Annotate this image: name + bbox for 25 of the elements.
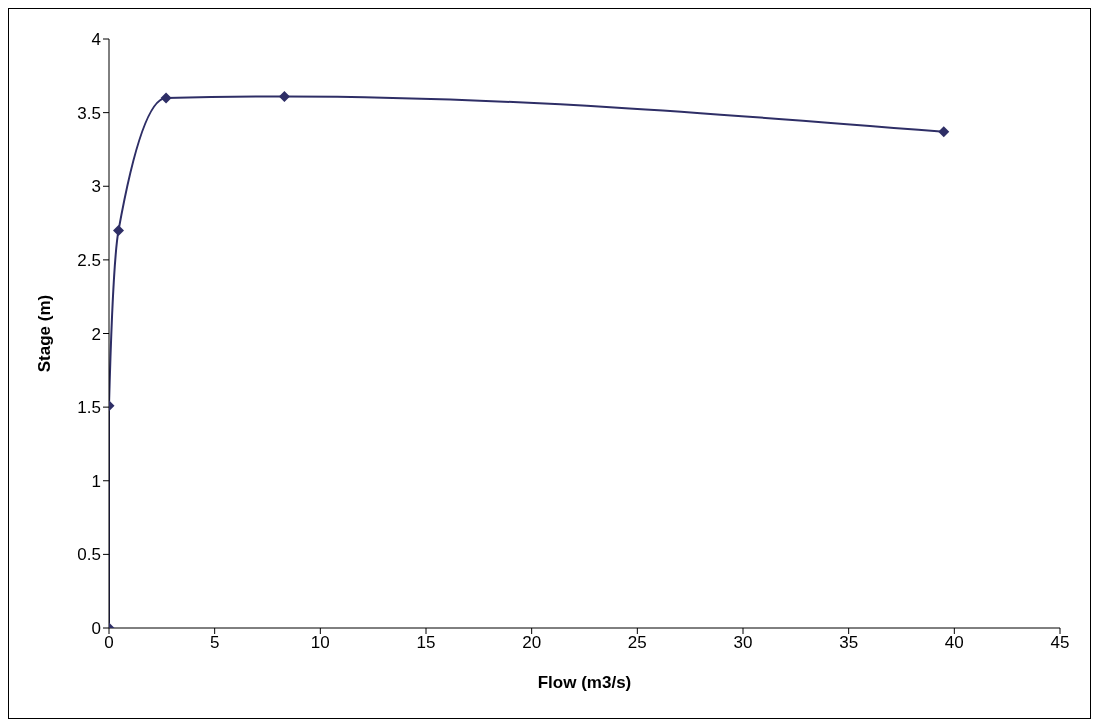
y-tick-label: 3	[91, 177, 101, 197]
point	[278, 90, 290, 102]
x-axis-title: Flow (m3/s)	[537, 673, 632, 692]
x-tick-label: 20	[522, 633, 542, 653]
point	[938, 126, 950, 138]
y-tick-label: 4	[91, 30, 101, 50]
point	[113, 224, 125, 236]
point	[160, 92, 172, 104]
y-tick-label: 1.5	[77, 398, 101, 418]
y-tick-label: 0.5	[77, 545, 101, 565]
y-tick-label: 2	[91, 324, 101, 344]
y-tick-label: 2.5	[77, 250, 101, 270]
x-tick-label: 15	[416, 633, 436, 653]
x-tick-label: 5	[209, 633, 220, 653]
y-tick-label: 0	[91, 619, 101, 639]
x-tick-label: 35	[839, 633, 859, 653]
y-tick-label: 3.5	[77, 103, 101, 123]
x-tick-label: 30	[733, 633, 753, 653]
x-tick-label: 25	[627, 633, 647, 653]
x-tick-label: 0	[104, 633, 114, 653]
y-axis-title: Stage (m)	[35, 294, 55, 373]
y-tick-label: 1	[91, 471, 101, 491]
x-tick-label: 10	[310, 633, 330, 653]
x-tick-label: 45	[1050, 633, 1070, 653]
x-tick-label: 40	[944, 633, 964, 653]
